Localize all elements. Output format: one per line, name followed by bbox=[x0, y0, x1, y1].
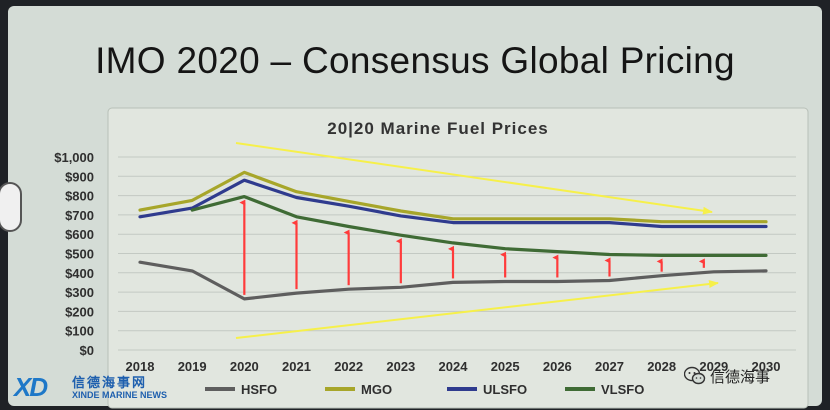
slide-title: IMO 2020 – Consensus Global Pricing bbox=[95, 40, 735, 81]
series-line-vlsfo bbox=[190, 195, 768, 257]
y-tick-label: $0 bbox=[80, 343, 94, 358]
x-tick-label: 2029 bbox=[699, 359, 728, 374]
y-tick-label: $400 bbox=[65, 266, 94, 281]
legend-label: HSFO bbox=[241, 382, 277, 397]
watermark-right: 信德海事 bbox=[684, 362, 770, 390]
y-tick-label: $900 bbox=[65, 169, 94, 184]
y-tick-label: $300 bbox=[65, 285, 94, 300]
y-tick-label: $500 bbox=[65, 247, 94, 262]
x-tick-label: 2024 bbox=[439, 359, 469, 374]
series-line-ulsfo bbox=[138, 178, 768, 229]
watermark-left: XD 信德海事网 XINDE MARINE NEWS bbox=[14, 370, 204, 404]
legend-item-hsfo: HSFO bbox=[205, 382, 277, 397]
x-tick-label: 2026 bbox=[543, 359, 572, 374]
x-tick-label: 2018 bbox=[126, 359, 155, 374]
x-tick-label: 2028 bbox=[647, 359, 676, 374]
watermark-name-cn: 信德海事网 bbox=[72, 376, 148, 391]
x-tick-label: 2027 bbox=[595, 359, 624, 374]
legend-item-mgo: MGO bbox=[325, 382, 392, 397]
series-line-hsfo bbox=[138, 260, 768, 301]
chart-title: 20|20 Marine Fuel Prices bbox=[327, 119, 549, 138]
watermark-label: 信德海事 bbox=[710, 367, 771, 386]
legend-label: ULSFO bbox=[483, 382, 527, 397]
x-tick-label: 2023 bbox=[386, 359, 415, 374]
wechat-icon bbox=[684, 366, 706, 385]
y-tick-label: $1,000 bbox=[54, 150, 94, 165]
y-tick-label: $600 bbox=[65, 227, 94, 242]
x-tick-label: 2021 bbox=[282, 359, 311, 374]
legend-item-ulsfo: ULSFO bbox=[447, 382, 527, 397]
y-tick-label: $200 bbox=[65, 304, 94, 319]
watermark-name-en: XINDE MARINE NEWS bbox=[72, 390, 168, 400]
slide-edge-handle bbox=[0, 182, 22, 232]
y-tick-label: $100 bbox=[65, 324, 94, 339]
y-tick-label: $700 bbox=[65, 208, 94, 223]
y-tick-label: $800 bbox=[65, 189, 94, 204]
trend-arrow-up bbox=[235, 280, 719, 339]
xinde-logo: XD bbox=[14, 372, 48, 402]
legend-label: MGO bbox=[361, 382, 392, 397]
x-tick-label: 2025 bbox=[491, 359, 520, 374]
x-tick-label: 2030 bbox=[752, 359, 781, 374]
x-tick-label: 2022 bbox=[334, 359, 363, 374]
trend-arrow-down bbox=[235, 142, 713, 215]
x-tick-label: 2019 bbox=[178, 359, 207, 374]
legend-label: VLSFO bbox=[601, 382, 644, 397]
legend-item-vlsfo: VLSFO bbox=[565, 382, 644, 397]
x-tick-label: 2020 bbox=[230, 359, 259, 374]
series-line-mgo bbox=[138, 170, 768, 224]
